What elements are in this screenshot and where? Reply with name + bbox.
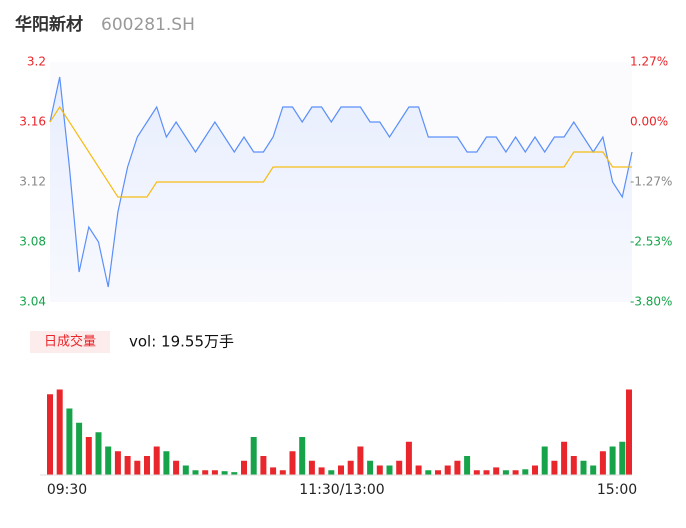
y-tick-label: 3.16 bbox=[19, 115, 46, 129]
volume-bar bbox=[328, 470, 335, 475]
volume-button-label[interactable]: 日成交量 bbox=[44, 334, 96, 350]
volume-bar bbox=[570, 456, 577, 475]
volume-bar bbox=[444, 465, 451, 475]
volume-bar bbox=[415, 465, 422, 475]
volume-total: vol: 19.55万手 bbox=[129, 333, 234, 351]
volume-bar bbox=[483, 470, 490, 475]
volume-bar bbox=[522, 469, 529, 475]
volume-bar bbox=[182, 465, 189, 475]
volume-bar bbox=[211, 470, 218, 475]
average-line bbox=[49, 105, 632, 198]
volume-bar bbox=[231, 472, 238, 475]
volume-bar bbox=[299, 437, 306, 475]
volume-button[interactable] bbox=[30, 331, 110, 353]
volume-bar bbox=[386, 465, 393, 475]
volume-bar bbox=[367, 460, 374, 475]
volume-bar bbox=[551, 460, 558, 475]
volume-bar bbox=[308, 460, 315, 475]
y2-tick-label: 0.00% bbox=[630, 115, 668, 129]
volume-bar bbox=[202, 470, 209, 475]
volume-bar bbox=[405, 441, 412, 475]
volume-bar bbox=[241, 460, 247, 475]
stock-name: 华阳新材 bbox=[15, 14, 83, 35]
x-tick-label: 11:30/13:00 bbox=[299, 482, 384, 498]
y2-tick-label: -3.80% bbox=[630, 295, 672, 309]
y-tick-label: 3.04 bbox=[19, 295, 46, 309]
y2-tick-label: 1.27% bbox=[630, 55, 668, 69]
volume-bar bbox=[124, 456, 131, 475]
volume-bar bbox=[56, 389, 63, 475]
volume-bar bbox=[599, 451, 606, 475]
volume-bar bbox=[338, 465, 344, 475]
y-tick-label: 3.12 bbox=[19, 175, 46, 189]
volume-bar bbox=[270, 467, 277, 475]
volume-bar bbox=[144, 456, 150, 475]
price-line bbox=[49, 76, 633, 288]
volume-bar bbox=[609, 446, 616, 475]
volume-bar bbox=[85, 437, 92, 475]
volume-bar bbox=[473, 470, 480, 475]
volume-bar bbox=[153, 446, 160, 475]
volume-bar bbox=[289, 451, 296, 475]
price-area bbox=[50, 77, 632, 302]
volume-bar bbox=[590, 465, 597, 475]
volume-bar bbox=[626, 389, 632, 475]
y-tick-label: 3.2 bbox=[27, 55, 46, 69]
volume-bar bbox=[357, 446, 364, 475]
volume-bar bbox=[134, 460, 141, 475]
volume-bar bbox=[66, 408, 73, 475]
volume-bar bbox=[260, 456, 267, 475]
volume-bar bbox=[163, 451, 170, 475]
volume-bar bbox=[221, 471, 228, 475]
volume-bar bbox=[173, 460, 180, 475]
volume-bar bbox=[396, 460, 403, 475]
volume-bar bbox=[76, 422, 83, 475]
volume-bar bbox=[192, 470, 199, 475]
volume-bar bbox=[512, 470, 519, 475]
volume-bar bbox=[464, 456, 471, 475]
volume-bar bbox=[532, 465, 538, 475]
x-tick-label: 15:00 bbox=[597, 482, 637, 498]
volume-bar bbox=[493, 467, 500, 475]
volume-bar bbox=[250, 437, 257, 475]
volume-bar bbox=[541, 446, 548, 475]
volume-bar bbox=[279, 470, 286, 475]
volume-bar bbox=[114, 451, 121, 475]
stock-code: 600281.SH bbox=[101, 15, 195, 35]
volume-bar bbox=[425, 470, 432, 475]
volume-bar bbox=[561, 441, 568, 475]
volume-bar bbox=[318, 467, 325, 475]
y-tick-label: 3.08 bbox=[19, 235, 46, 249]
volume-bar bbox=[376, 465, 383, 475]
y2-tick-label: -1.27% bbox=[630, 175, 672, 189]
volume-bar bbox=[95, 432, 102, 475]
volume-bar bbox=[454, 460, 461, 475]
volume-bar bbox=[347, 460, 354, 475]
volume-bar bbox=[435, 470, 441, 475]
y2-tick-label: -2.53% bbox=[630, 234, 672, 248]
volume-bar bbox=[619, 441, 626, 475]
x-tick-label: 09:30 bbox=[47, 482, 87, 498]
volume-bar bbox=[47, 394, 53, 475]
volume-bar bbox=[105, 446, 112, 475]
volume-bar bbox=[580, 460, 587, 475]
volume-bar bbox=[502, 470, 509, 475]
